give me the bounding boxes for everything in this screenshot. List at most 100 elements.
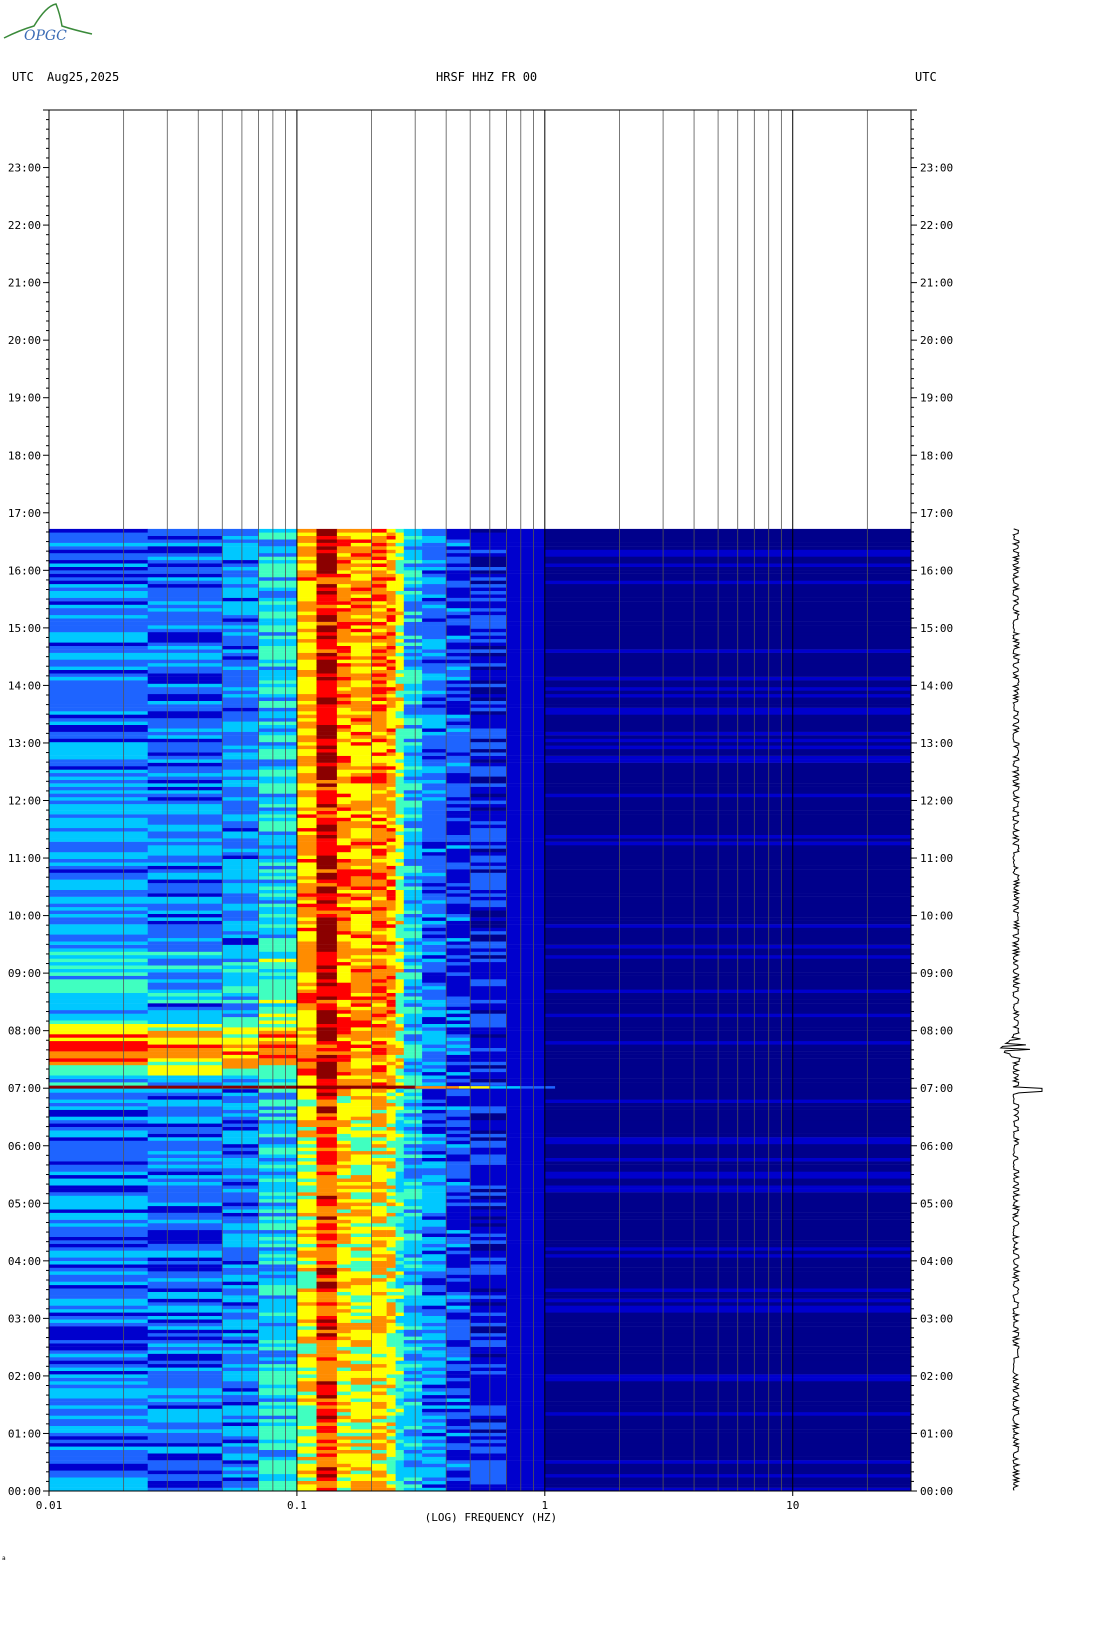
heatmap-cell <box>49 1346 148 1351</box>
heatmap-cell <box>422 580 447 585</box>
heatmap-cell <box>49 1442 148 1447</box>
heatmap-cell <box>403 1082 423 1086</box>
heatmap-cell <box>49 635 148 640</box>
heatmap-cell <box>506 924 546 928</box>
heatmap-cell <box>506 906 546 911</box>
heatmap-cell <box>422 632 447 636</box>
heatmap-cell <box>386 1010 396 1014</box>
heatmap-cell <box>222 528 259 533</box>
heatmap-cell <box>422 1161 447 1165</box>
heatmap-cell <box>386 1377 396 1382</box>
heatmap-cell <box>506 803 546 808</box>
heatmap-cell <box>49 539 148 543</box>
heatmap-cell <box>506 1233 546 1237</box>
heatmap-cell <box>316 683 338 688</box>
heatmap-cell <box>386 1374 396 1378</box>
heatmap-cell <box>147 673 223 677</box>
heatmap-cell <box>371 1391 387 1396</box>
heatmap-cell <box>316 1240 338 1244</box>
heatmap-cell <box>222 1006 259 1011</box>
heatmap-cell <box>403 1487 423 1492</box>
heatmap-cell <box>403 941 423 945</box>
heatmap-cell <box>258 999 298 1004</box>
heatmap-cell <box>403 1332 423 1337</box>
heatmap-cell <box>316 872 338 877</box>
heatmap-cell <box>49 1298 148 1303</box>
heatmap-cell <box>258 1223 298 1227</box>
heatmap-cell <box>506 1346 546 1351</box>
heatmap-cell <box>395 1408 405 1413</box>
heatmap-cell <box>422 755 447 760</box>
heatmap-cell <box>316 1360 338 1365</box>
heatmap-cell <box>222 810 259 815</box>
heatmap-cell <box>386 965 396 969</box>
heatmap-cell <box>336 851 352 856</box>
heatmap-cell <box>222 1068 259 1073</box>
heatmap-cell <box>222 625 259 629</box>
heatmap-cell <box>147 556 223 561</box>
heatmap-cell <box>395 583 405 588</box>
heatmap-cell <box>258 1274 298 1279</box>
heatmap-cell <box>544 824 912 829</box>
heatmap-cell <box>446 528 471 533</box>
heatmap-cell <box>147 704 223 708</box>
heatmap-cell <box>386 824 396 829</box>
heatmap-cell <box>446 676 471 681</box>
heatmap-cell <box>422 759 447 763</box>
heatmap-cell <box>403 1164 423 1169</box>
heatmap-cell <box>403 1278 423 1282</box>
heatmap-cell <box>446 1401 471 1406</box>
heatmap-cell <box>296 607 317 612</box>
heatmap-cell <box>422 1357 447 1361</box>
heatmap-cell <box>316 930 338 935</box>
heatmap-cell <box>506 1102 546 1107</box>
heatmap-cell <box>258 528 298 533</box>
heatmap-cell <box>296 807 317 811</box>
heatmap-cell <box>336 1326 352 1330</box>
heatmap-cell <box>296 1126 317 1131</box>
heatmap-cell <box>506 632 546 636</box>
heatmap-cell <box>403 779 423 784</box>
heatmap-cell <box>446 772 471 777</box>
heatmap-cell <box>422 1037 447 1042</box>
heatmap-cell <box>544 958 912 963</box>
heatmap-cell <box>371 1171 387 1176</box>
heatmap-cell <box>403 1205 423 1210</box>
heatmap-cell <box>296 1054 317 1059</box>
heatmap-cell <box>446 563 471 567</box>
heatmap-cell <box>403 1202 423 1207</box>
heatmap-cell <box>470 724 507 729</box>
heatmap-cell <box>49 601 148 605</box>
heatmap-cell <box>316 1171 338 1176</box>
heatmap-cell <box>395 1353 405 1358</box>
heatmap-cell <box>544 1010 912 1014</box>
heatmap-cell <box>296 796 317 801</box>
heatmap-cell <box>222 1178 259 1182</box>
heatmap-cell <box>544 800 912 805</box>
heatmap-cell <box>147 1130 223 1134</box>
heatmap-cell <box>296 614 317 619</box>
heatmap-cell <box>147 728 223 732</box>
heatmap-cell <box>316 982 338 987</box>
heatmap-cell <box>316 642 338 646</box>
heatmap-cell <box>446 669 471 674</box>
heatmap-cell <box>222 1168 259 1172</box>
heatmap-cell <box>147 1178 223 1182</box>
heatmap-cell <box>470 1453 507 1457</box>
heatmap-cell <box>386 961 396 966</box>
heatmap-cell <box>403 1168 423 1172</box>
heatmap-cell <box>403 735 423 739</box>
heatmap-cell <box>258 731 298 736</box>
heatmap-cell <box>49 621 148 626</box>
heatmap-cell <box>147 1161 223 1165</box>
heatmap-cell <box>386 1466 396 1471</box>
heatmap-cell <box>316 1010 338 1014</box>
heatmap-cell <box>371 1425 387 1430</box>
heatmap-cell <box>506 862 546 866</box>
heatmap-cell <box>470 704 507 708</box>
heatmap-cell <box>336 1363 352 1368</box>
heatmap-cell <box>371 580 387 585</box>
heatmap-cell <box>386 597 396 602</box>
heatmap-cell <box>386 934 396 939</box>
heatmap-cell <box>316 717 338 722</box>
